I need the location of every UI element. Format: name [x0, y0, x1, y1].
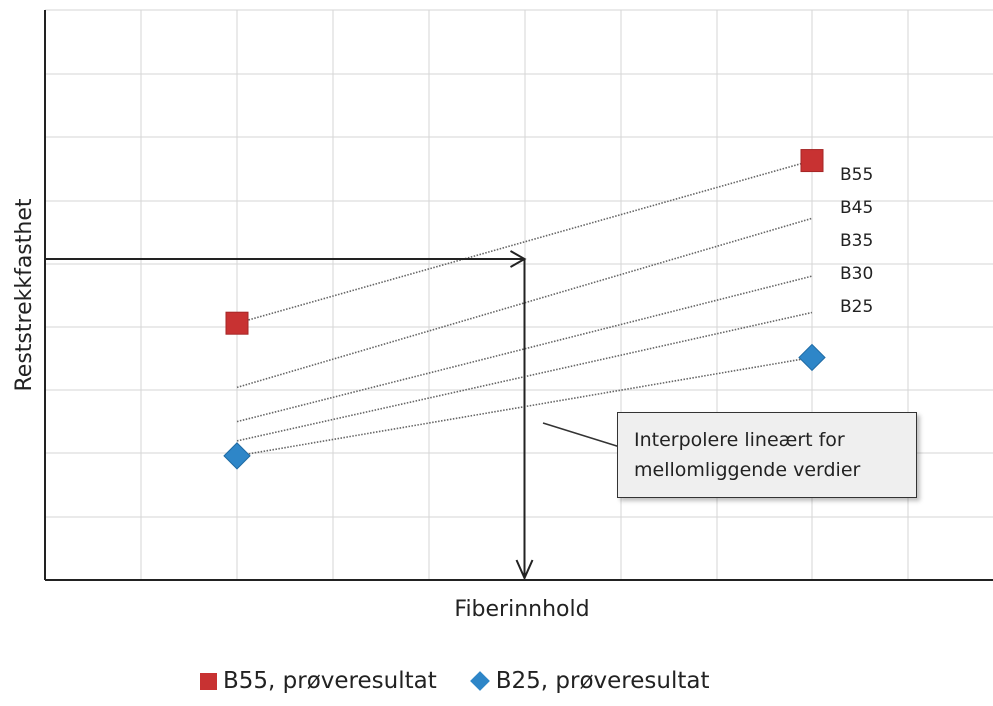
- line-b45: [236, 217, 813, 389]
- callout-box: Interpolere lineært for mellomliggende v…: [617, 412, 917, 498]
- callout-line-1: Interpolere lineært for: [634, 429, 845, 451]
- diamond-marker-icon: [469, 671, 490, 691]
- series-label-b45: B45: [840, 198, 873, 218]
- line-b55: [236, 159, 813, 324]
- series-labels: B55 B45 B35 B30 B25: [840, 165, 873, 317]
- callout-pointer: [542, 422, 621, 448]
- legend-item-b25: B25, prøveresultat: [469, 668, 710, 694]
- b55-point-1: [800, 149, 824, 173]
- x-axis-title: Fiberinnhold: [454, 597, 589, 622]
- legend-label-b55: B55, prøveresultat: [223, 668, 437, 694]
- callout-line-2: mellomliggende verdier: [634, 459, 861, 481]
- legend: B55, prøveresultat B25, prøveresultat: [200, 668, 744, 694]
- series-label-b35: B35: [840, 231, 873, 251]
- b55-point-0: [225, 311, 249, 335]
- square-marker-icon: [200, 672, 217, 690]
- series-label-b30: B30: [840, 264, 873, 284]
- reading-arrowhead-down: [515, 559, 534, 581]
- grid: [44, 9, 993, 580]
- b25-point-1: [798, 343, 826, 372]
- series-label-b55: B55: [840, 165, 873, 185]
- y-axis-title: Reststrekkfasthet: [12, 198, 37, 391]
- legend-label-b25: B25, prøveresultat: [495, 668, 710, 694]
- b25-point-0: [223, 442, 251, 470]
- markers: [223, 149, 826, 470]
- legend-item-b55: B55, prøveresultat: [200, 668, 437, 694]
- series-label-b25: B25: [840, 297, 873, 317]
- reading-arrows: [45, 250, 534, 581]
